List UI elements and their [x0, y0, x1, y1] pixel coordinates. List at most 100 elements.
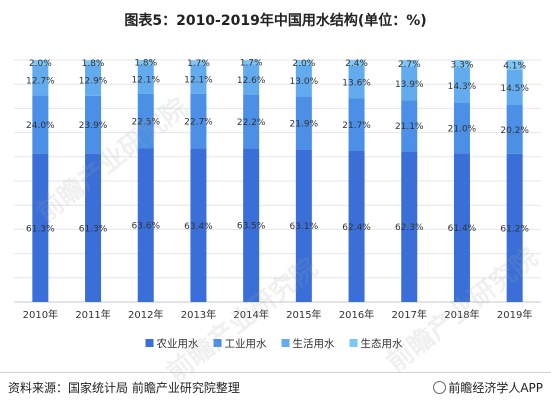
bar-segment: [401, 66, 418, 101]
x-tick-label: 2017年: [392, 308, 427, 321]
bar-segment: [295, 64, 312, 97]
data-label: 24.0%: [26, 121, 55, 131]
bar-segment: [453, 102, 470, 154]
data-label: 63.6%: [131, 222, 160, 232]
bar-segment: [348, 59, 365, 66]
bar-segment: [85, 95, 102, 154]
x-tick-label: 2016年: [339, 308, 374, 321]
bar-segment: [190, 64, 207, 94]
legend-swatch: [281, 339, 290, 347]
legend-label: 生活用水: [293, 337, 335, 350]
bar-segment: [137, 148, 154, 302]
data-label: 2.4%: [345, 59, 368, 69]
bar-segment: [243, 64, 260, 95]
bar-segment: [506, 60, 523, 70]
bar-segment: [295, 60, 312, 65]
data-label: 2.0%: [292, 59, 315, 69]
x-tick-label: 2012年: [128, 308, 163, 321]
x-tick-label: 2014年: [233, 308, 268, 321]
x-tick-label: 2019年: [497, 308, 532, 321]
data-label: 61.4%: [448, 224, 477, 234]
data-labels: 61.3% 24.0% 12.7% 2.0% 61.3% 23.9% 12.9% 1.8% 63…: [26, 59, 529, 235]
data-label: 62.4%: [342, 223, 371, 233]
data-label: 21.7%: [342, 121, 371, 131]
bar-segment: [348, 98, 365, 151]
x-tick-labels: 2010年 2011年 2012年 2013年 2014年 2015年 2016年 2017年…: [23, 308, 533, 321]
legend-swatch: [213, 339, 222, 347]
data-label: 21.9%: [290, 119, 319, 129]
chart-title: 图表5：2010-2019年中国用水结构(单位：%): [124, 13, 427, 29]
brand-logo-icon: [433, 381, 447, 394]
brand-credit: 前瞻经济学人APP: [433, 379, 543, 396]
data-label: 1.7%: [187, 59, 210, 69]
data-label: 61.3%: [79, 224, 108, 234]
grid-lines: [14, 59, 541, 303]
bar-segment: [295, 149, 312, 302]
bar-segment: [295, 96, 312, 150]
legend-label: 工业用水: [225, 338, 267, 350]
bar-segment: [32, 153, 49, 302]
data-label: 12.1%: [184, 75, 213, 85]
bar-segment: [190, 148, 207, 302]
source-text: 资料来源：国家统计局 前瞻产业研究院整理: [8, 381, 240, 395]
data-label: 22.5%: [131, 117, 160, 127]
data-label: 63.1%: [290, 222, 319, 232]
stacked-bar-chart: 61.3% 24.0% 12.7% 2.0% 61.3% 23.9% 12.9% 1.8% 63…: [14, 59, 541, 350]
bar-segment: [137, 60, 154, 65]
data-label: 23.9%: [79, 121, 108, 131]
data-label: 22.2%: [237, 118, 266, 128]
brand-label: 前瞻经济学人APP: [448, 381, 543, 395]
bar-segment: [137, 93, 154, 149]
bar-segment: [506, 153, 523, 302]
x-tick-label: 2013年: [181, 308, 216, 321]
bar-segment: [453, 67, 470, 103]
x-tick-label: 2018年: [444, 308, 479, 321]
legend-label: 农业用水: [157, 337, 199, 350]
bar-segment: [453, 60, 470, 68]
legend-swatch: [349, 339, 358, 347]
x-tick-label: 2011年: [75, 308, 110, 321]
data-label: 63.5%: [237, 222, 266, 232]
bar-segment: [348, 150, 365, 302]
bar-segment: [506, 69, 523, 106]
bar-segment: [190, 60, 207, 65]
bar-segment: [85, 60, 102, 65]
bar-segment: [453, 153, 470, 302]
bar-segment: [32, 60, 49, 65]
data-label: 12.6%: [237, 76, 266, 86]
data-label: 1.7%: [240, 59, 263, 69]
legend-swatch: [145, 339, 154, 347]
bar-segment: [348, 65, 365, 99]
data-label: 13.0%: [290, 77, 319, 87]
data-label: 22.7%: [184, 118, 213, 128]
bar-segment: [85, 64, 102, 96]
data-label: 4.1%: [503, 61, 526, 71]
data-label: 2.0%: [29, 59, 52, 69]
bar-segment: [32, 64, 49, 96]
data-label: 1.8%: [82, 59, 105, 69]
data-label: 20.2%: [500, 126, 529, 136]
bar-segment: [243, 148, 260, 302]
bar-segment: [32, 95, 49, 154]
x-tick-label: 2015年: [286, 308, 321, 321]
bar-segment: [506, 105, 523, 154]
data-label: 1.8%: [134, 59, 157, 69]
data-label: 13.6%: [342, 79, 371, 89]
bar-segment: [137, 64, 154, 94]
bar-segment: [243, 60, 260, 65]
bar-segment: [401, 100, 418, 152]
data-label: 21.0%: [448, 125, 477, 135]
data-label: 12.7%: [26, 77, 55, 87]
bar-group: [32, 59, 523, 302]
data-label: 2.7%: [398, 60, 421, 70]
data-label: 14.3%: [448, 82, 477, 92]
data-label: 13.9%: [395, 80, 424, 90]
data-label: 14.5%: [500, 84, 529, 94]
legend-label: 生态用水: [361, 337, 403, 350]
footer: 资料来源：国家统计局 前瞻产业研究院整理 前瞻经济学人APP: [0, 372, 551, 401]
bar-segment: [401, 60, 418, 67]
data-label: 12.9%: [79, 77, 108, 87]
data-label: 61.2%: [500, 224, 529, 234]
data-label: 61.3%: [26, 224, 55, 234]
data-label: 21.1%: [395, 122, 424, 132]
